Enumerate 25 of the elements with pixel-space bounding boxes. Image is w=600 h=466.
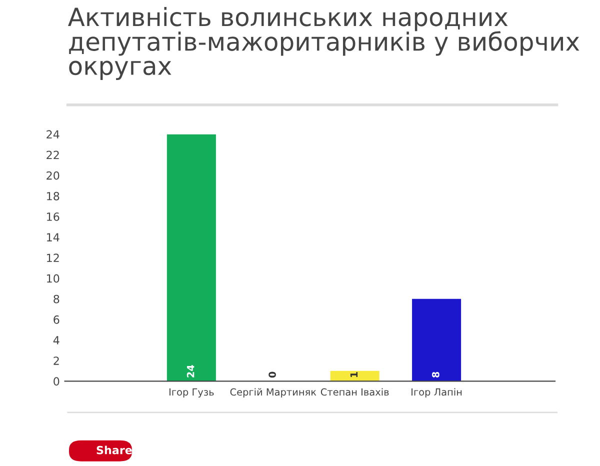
data-label: 24	[186, 365, 194, 378]
y-tick-label: 16	[47, 212, 60, 221]
text: Share	[96, 446, 132, 454]
x-tick-label: Сергій Мартиняк	[230, 388, 316, 398]
y-tick-label: 2	[54, 356, 59, 365]
x-tick-label: Ігор Лапін	[412, 388, 462, 398]
chart-title: Активність волинських народних депутатів-мажоритарників у виборчих округах	[68, 6, 580, 80]
bar	[166, 134, 216, 382]
y-tick-label: 14	[47, 233, 60, 242]
y-tick-label: 10	[47, 274, 60, 283]
y-tick-label: 12	[47, 254, 59, 262]
y-tick-label: 24	[46, 130, 60, 138]
data-label: 1	[350, 372, 358, 378]
y-tick-label: 0	[54, 377, 60, 386]
y-tick-label: 18	[47, 192, 60, 200]
y-tick-label: 20	[46, 171, 60, 180]
y-tick-label: 22	[46, 150, 59, 160]
y-tick-label: 4	[53, 336, 60, 344]
y-tick-label: 6	[54, 315, 60, 324]
data-label: 0	[268, 372, 276, 378]
y-tick-label: 8	[54, 294, 60, 304]
x-tick-label: Ігор Гузь	[170, 388, 214, 398]
bar	[412, 298, 462, 382]
x-tick-label: Степан Івахів	[320, 388, 389, 396]
data-label: 8	[432, 372, 440, 378]
